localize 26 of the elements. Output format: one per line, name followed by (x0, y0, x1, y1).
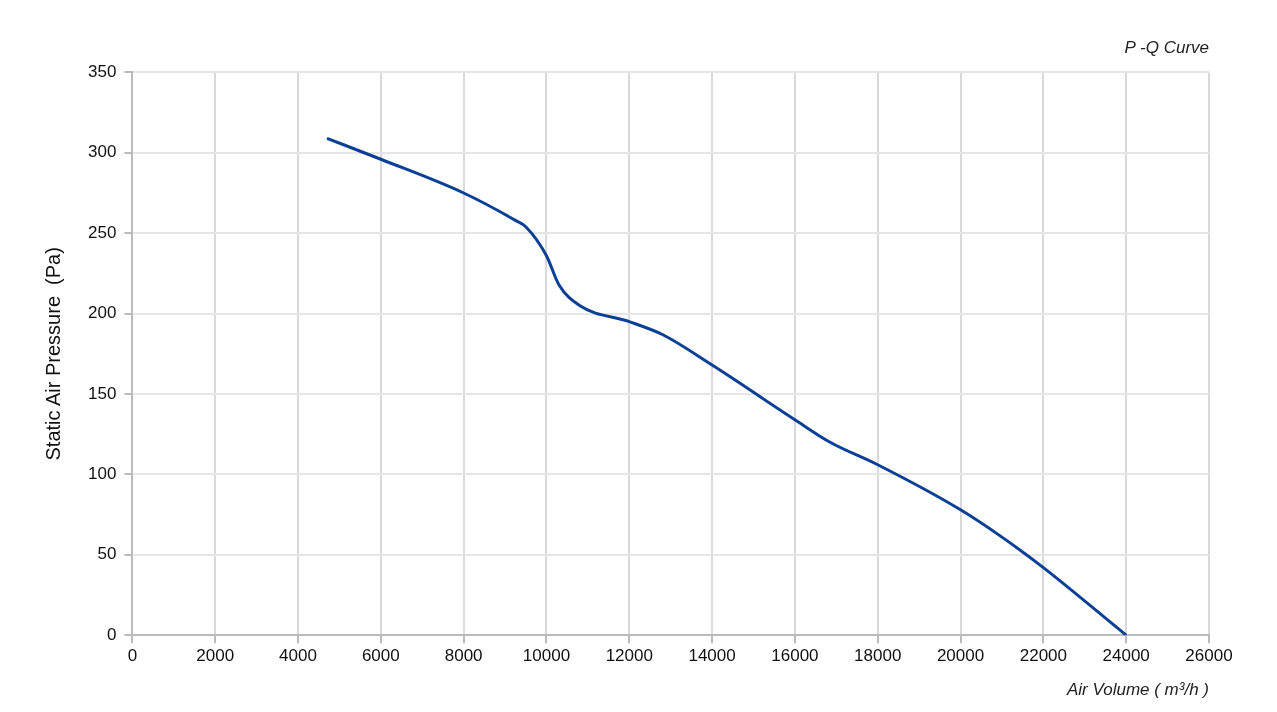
y-tick-label: 350 (87, 62, 117, 82)
x-tick-label: 10000 (522, 646, 571, 666)
x-tick-label: 12000 (605, 646, 653, 666)
x-axis-title: Air Volume ( m³/h ) (1065, 679, 1209, 699)
x-tick-label: 2000 (196, 646, 235, 666)
y-tick-label: 50 (97, 544, 117, 564)
y-tick-label: 0 (106, 624, 117, 644)
y-axis-title: Static Air Pressure (Pa) (41, 247, 64, 461)
x-tick-label: 26000 (1185, 646, 1233, 666)
x-tick-label: 6000 (361, 646, 400, 666)
x-tick-label: 18000 (854, 646, 902, 666)
y-tick-label: 300 (87, 142, 117, 162)
y-tick-label: 150 (87, 383, 117, 403)
x-tick-label: 0 (127, 646, 138, 666)
chart-title: P -Q Curve (1124, 37, 1209, 57)
x-tick-label: 14000 (688, 646, 736, 666)
x-tick-label: 8000 (444, 646, 483, 666)
x-tick-label: 20000 (936, 646, 985, 666)
x-tick-label: 24000 (1102, 646, 1150, 666)
y-tick-label: 200 (87, 303, 117, 323)
line-series (325, 136, 1128, 636)
x-tick-label: 16000 (771, 646, 819, 666)
x-tick-label: 4000 (279, 646, 317, 666)
y-tick-label: 250 (87, 222, 117, 242)
x-tick-label: 22000 (1019, 646, 1067, 666)
y-tick-label: 100 (87, 464, 117, 484)
